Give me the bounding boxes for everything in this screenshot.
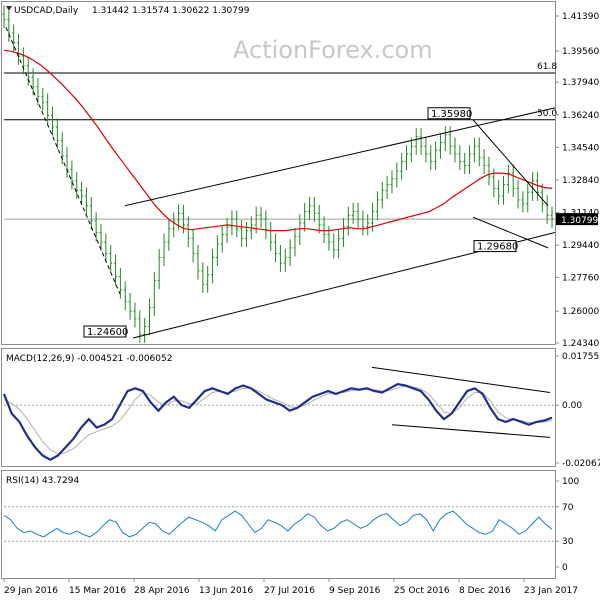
macd-axis-labels: 0.017556 0.00 -0.02067 [555, 352, 600, 469]
channel-upper-line [124, 107, 556, 207]
date-tick-label: 27 Jul 2016 [264, 586, 315, 596]
price-tick-label: 1.39560 [562, 47, 599, 57]
date-tick-label: 29 Jan 2016 [4, 586, 58, 596]
rsi-tick-label: 30 [562, 537, 574, 547]
macd-guides [4, 366, 555, 438]
price-tick-label: 1.26000 [562, 307, 599, 317]
wedge-upper-line [472, 119, 549, 207]
rsi-line [3, 510, 553, 538]
rsi-pane [1, 470, 556, 579]
rsi-header: RSI(14) 43.7294 [6, 476, 79, 486]
date-tick-label: 8 Dec 2016 [459, 586, 511, 596]
price-annotation-label: 1.29680 [477, 242, 518, 253]
current-price-box [556, 213, 598, 226]
wedge-lower-line [472, 216, 549, 249]
date-tick-label: 25 Oct 2016 [394, 586, 450, 596]
price-tick-label: 1.32840 [562, 176, 599, 186]
macd-tick-label: -0.02067 [562, 459, 600, 469]
macd-tick-label: 0.017556 [562, 352, 600, 362]
dropdown-triangle-icon [6, 6, 12, 11]
price-tick-label: 1.29440 [562, 241, 599, 251]
price-annotation-label: 1.35980 [431, 109, 472, 120]
price-pane [1, 1, 556, 345]
macd-pane [1, 348, 556, 467]
rsi-tick-label: 70 [562, 503, 574, 513]
date-tick-label: 15 Mar 2016 [69, 586, 126, 596]
macd-signal-line [3, 385, 553, 455]
macd-line [2, 382, 553, 461]
macd-upper-trendline [371, 366, 551, 394]
price-annotations: 1.35980 1.29680 1.24600 [83, 107, 518, 338]
price-tick-label: 1.24340 [562, 339, 599, 349]
current-price-label: 1.30799 [561, 216, 598, 226]
macd-tick-label: 0.00 [562, 401, 582, 411]
price-annotation-box [83, 325, 127, 338]
date-tick-label: 13 Jun 2016 [199, 586, 253, 596]
price-annotation-box [427, 107, 471, 120]
downtrend-dashed-line [5, 27, 121, 295]
macd-header: MACD(12,26,9) -0.004521 -0.006052 [6, 354, 172, 364]
price-tick-label: 1.34540 [562, 143, 599, 153]
price-candles [2, 5, 554, 343]
price-annotation-label: 1.24600 [87, 327, 128, 338]
price-tick-label: 1.37940 [562, 78, 599, 88]
macd-lower-trendline [391, 424, 551, 438]
price-axis-labels: 1.41390 1.39560 1.37940 1.36240 1.34540 1.328… [555, 12, 599, 349]
price-tick-label: 1.27760 [562, 273, 599, 283]
date-tick-label: 28 Apr 2016 [134, 586, 190, 596]
date-axis: 29 Jan 2016 15 Mar 2016 28 Apr 2016 13 Jun … [3, 578, 578, 596]
rsi-tick-label: 0 [562, 563, 568, 573]
rsi-axis-labels: 100 70 30 0 [555, 477, 579, 573]
ema-line [3, 49, 553, 232]
symbol-label: USDCAD,Daily [14, 6, 79, 16]
fib-level-label: 61.8 [537, 62, 557, 72]
date-tick-label: 23 Jan 2017 [524, 586, 578, 596]
price-annotation-box [473, 240, 517, 253]
date-tick-label: 9 Sep 2016 [329, 586, 381, 596]
symbol-header: USDCAD,Daily 1.31442 1.31574 1.30622 1.3… [6, 6, 250, 16]
watermark: ActionForex.com [233, 36, 433, 64]
rsi-tick-label: 100 [562, 477, 579, 487]
price-tick-label: 1.36240 [562, 111, 599, 121]
price-tick-label: 1.41390 [562, 12, 599, 22]
ohlc-values: 1.31442 1.31574 1.30622 1.30799 [92, 6, 250, 16]
fib-level-label: 50.0 [537, 109, 557, 119]
